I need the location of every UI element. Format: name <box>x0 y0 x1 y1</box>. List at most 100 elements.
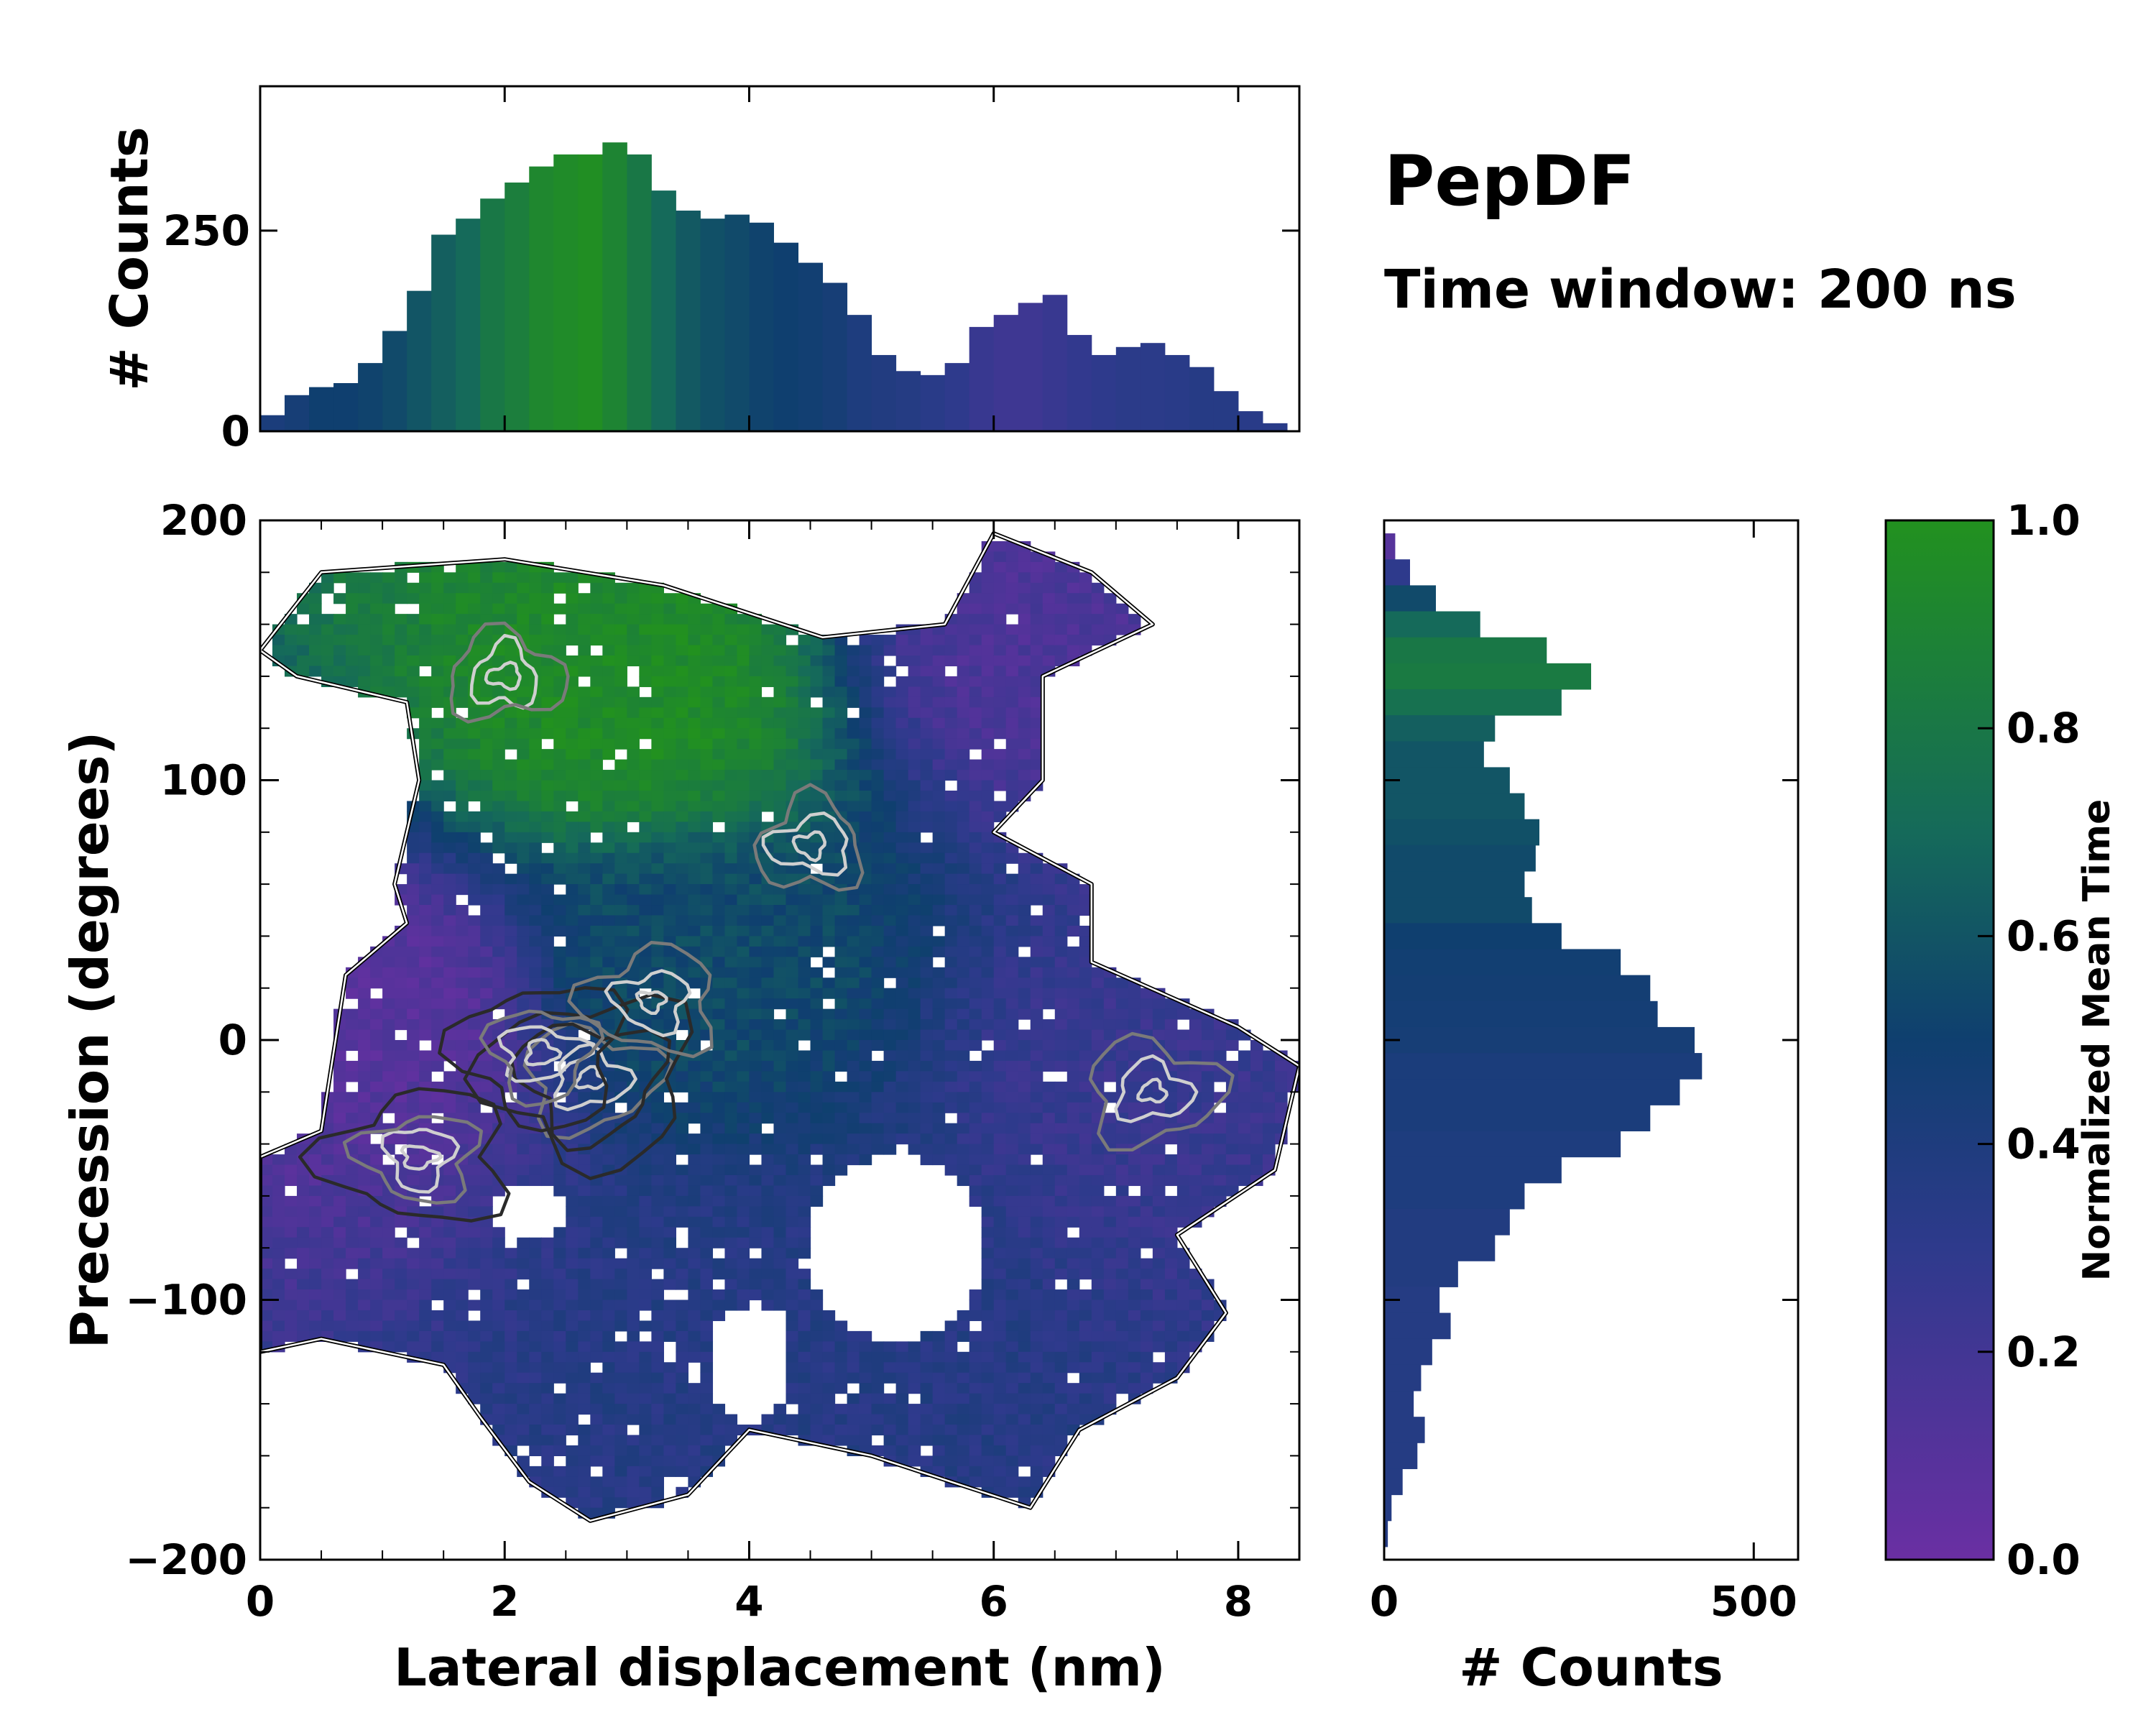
heatmap-cell <box>822 957 836 968</box>
heatmap-cell <box>700 1435 714 1446</box>
heatmap-cell <box>834 998 848 1010</box>
heatmap-cell <box>517 790 530 802</box>
heatmap-cell <box>944 811 958 822</box>
heatmap-cell <box>566 1269 579 1280</box>
heatmap-cell <box>639 614 652 625</box>
heatmap-cell <box>639 1216 652 1228</box>
heatmap-cell <box>456 1237 469 1248</box>
heatmap-cell <box>297 1258 310 1269</box>
heatmap-cell <box>566 614 579 625</box>
heatmap-cell <box>700 873 714 885</box>
heatmap-cell <box>590 1341 603 1353</box>
heatmap-cell <box>1128 1195 1141 1207</box>
heatmap-cell <box>957 852 970 864</box>
heatmap-cell <box>700 1445 714 1456</box>
heatmap-cell <box>1152 1269 1166 1280</box>
heatmap-cell <box>1079 988 1092 999</box>
heatmap-cell <box>822 822 836 833</box>
heatmap-cell <box>944 676 958 687</box>
heatmap-cell <box>553 1414 566 1425</box>
heatmap-cell <box>590 998 603 1010</box>
heatmap-cell <box>517 614 530 625</box>
top-hist-ylabel: # Counts <box>99 126 160 391</box>
heatmap-cell <box>1054 645 1068 656</box>
heatmap-cell <box>700 1372 714 1384</box>
heatmap-cell <box>920 686 934 698</box>
heatmap-cell <box>786 1144 799 1155</box>
heatmap-cell <box>1005 1040 1019 1052</box>
heatmap-cell <box>651 946 664 957</box>
heatmap-cell <box>456 1050 469 1062</box>
heatmap-cell <box>529 1144 542 1155</box>
heatmap-cell <box>370 1279 383 1290</box>
heatmap-cell <box>737 832 750 843</box>
heatmap-cell <box>321 1154 334 1166</box>
heatmap-cell <box>651 1123 664 1134</box>
heatmap-cell <box>822 1144 836 1155</box>
heatmap-cell <box>724 645 738 656</box>
heatmap-cell <box>651 832 664 843</box>
heatmap-cell <box>737 717 750 729</box>
heatmap-cell <box>541 603 554 615</box>
heatmap-cell <box>688 686 701 698</box>
heatmap-cell <box>517 957 530 968</box>
heatmap-cell <box>590 1330 603 1342</box>
heatmap-cell <box>676 1341 689 1353</box>
heatmap-cell <box>761 863 775 875</box>
heatmap-cell <box>908 801 921 812</box>
heatmap-cell <box>419 1341 432 1353</box>
heatmap-cell <box>895 686 909 698</box>
heatmap-cell <box>969 738 982 750</box>
heatmap-cell <box>419 770 432 781</box>
heatmap-cell <box>614 1154 627 1166</box>
heatmap-cell <box>639 832 652 843</box>
heatmap-cell <box>957 1040 970 1052</box>
heatmap-cell <box>1152 1279 1166 1290</box>
heatmap-cell <box>786 852 799 864</box>
heatmap-cell <box>773 717 787 729</box>
heatmap-cell <box>908 1455 921 1467</box>
heatmap-cell <box>553 738 566 750</box>
heatmap-cell <box>517 1404 530 1415</box>
top-hist-bar <box>358 363 383 431</box>
heatmap-cell <box>651 905 664 916</box>
heatmap-cell <box>480 842 493 854</box>
heatmap-cell <box>737 978 750 989</box>
heatmap-cell <box>688 1351 701 1363</box>
heatmap-cell <box>456 593 469 604</box>
heatmap-cell <box>541 676 554 687</box>
heatmap-cell <box>663 749 676 760</box>
heatmap-cell <box>676 1310 689 1322</box>
heatmap-cell <box>920 1050 934 1062</box>
heatmap-cell <box>468 873 481 885</box>
heatmap-cell <box>773 1092 787 1103</box>
heatmap-cell <box>492 624 505 635</box>
heatmap-cell <box>993 655 1007 667</box>
heatmap-cell <box>761 645 775 656</box>
heatmap-cell <box>443 1269 456 1280</box>
heatmap-cell <box>431 582 444 594</box>
heatmap-cell <box>602 884 615 896</box>
heatmap-cell <box>676 1113 689 1124</box>
heatmap-cell <box>883 936 897 947</box>
heatmap-cell <box>639 1174 652 1187</box>
heatmap-cell <box>871 1008 885 1020</box>
top-hist-bar <box>1091 354 1117 431</box>
heatmap-cell <box>761 770 775 781</box>
heatmap-cell <box>529 738 542 750</box>
heatmap-cell <box>443 863 456 875</box>
heatmap-cell <box>602 1195 615 1207</box>
heatmap-cell <box>737 738 750 750</box>
heatmap-cell <box>957 873 970 885</box>
heatmap-cell <box>663 1383 676 1394</box>
heatmap-cell <box>761 1102 775 1113</box>
heatmap-cell <box>712 645 726 656</box>
heatmap-cell <box>639 1289 652 1301</box>
heatmap-cell <box>529 852 542 864</box>
heatmap-cell <box>834 801 848 812</box>
heatmap-cell <box>651 1113 664 1124</box>
heatmap-cell <box>1115 1185 1129 1197</box>
heatmap-cell <box>480 811 493 822</box>
heatmap-cell <box>920 738 934 750</box>
heatmap-cell <box>1030 1330 1044 1342</box>
